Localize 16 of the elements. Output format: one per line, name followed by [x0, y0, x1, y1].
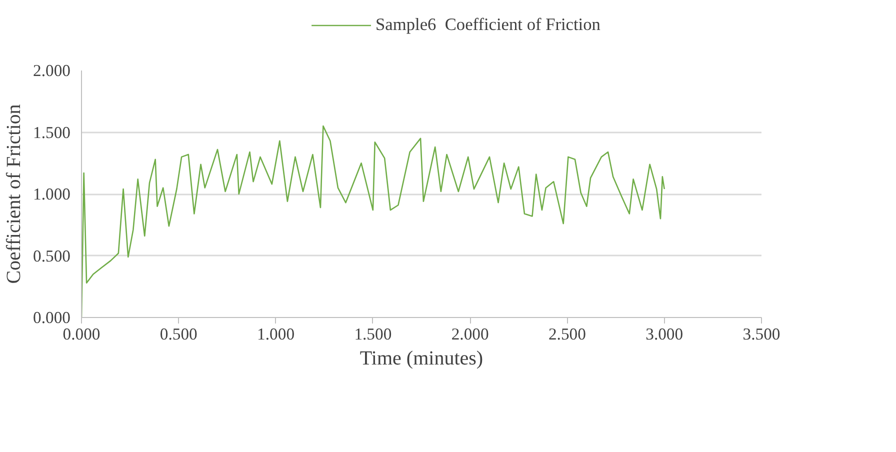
x-tick-label: 2.000 — [451, 324, 489, 344]
x-axis-title: Time (minutes) — [360, 348, 484, 370]
x-tick-label: 0.000 — [62, 324, 100, 344]
y-tick-label: 1.000 — [33, 184, 71, 204]
x-tick-label: 3.000 — [646, 324, 684, 344]
x-tick-label: 2.500 — [548, 324, 586, 344]
y-tick-label: 0.000 — [33, 308, 71, 327]
legend-label: Sample6 Coefficient of Friction — [376, 15, 600, 35]
y-axis-title: Coefficient of Friction — [3, 104, 26, 284]
x-tick-label: 0.500 — [160, 324, 198, 344]
y-tick-label: 0.500 — [33, 246, 71, 266]
x-tick-label: 1.000 — [257, 324, 295, 344]
y-tick-label: 1.500 — [33, 122, 71, 142]
y-tick-label: 2.000 — [33, 61, 71, 80]
x-tick-label: 1.500 — [354, 324, 392, 344]
x-tick-label: 3.500 — [742, 324, 780, 344]
